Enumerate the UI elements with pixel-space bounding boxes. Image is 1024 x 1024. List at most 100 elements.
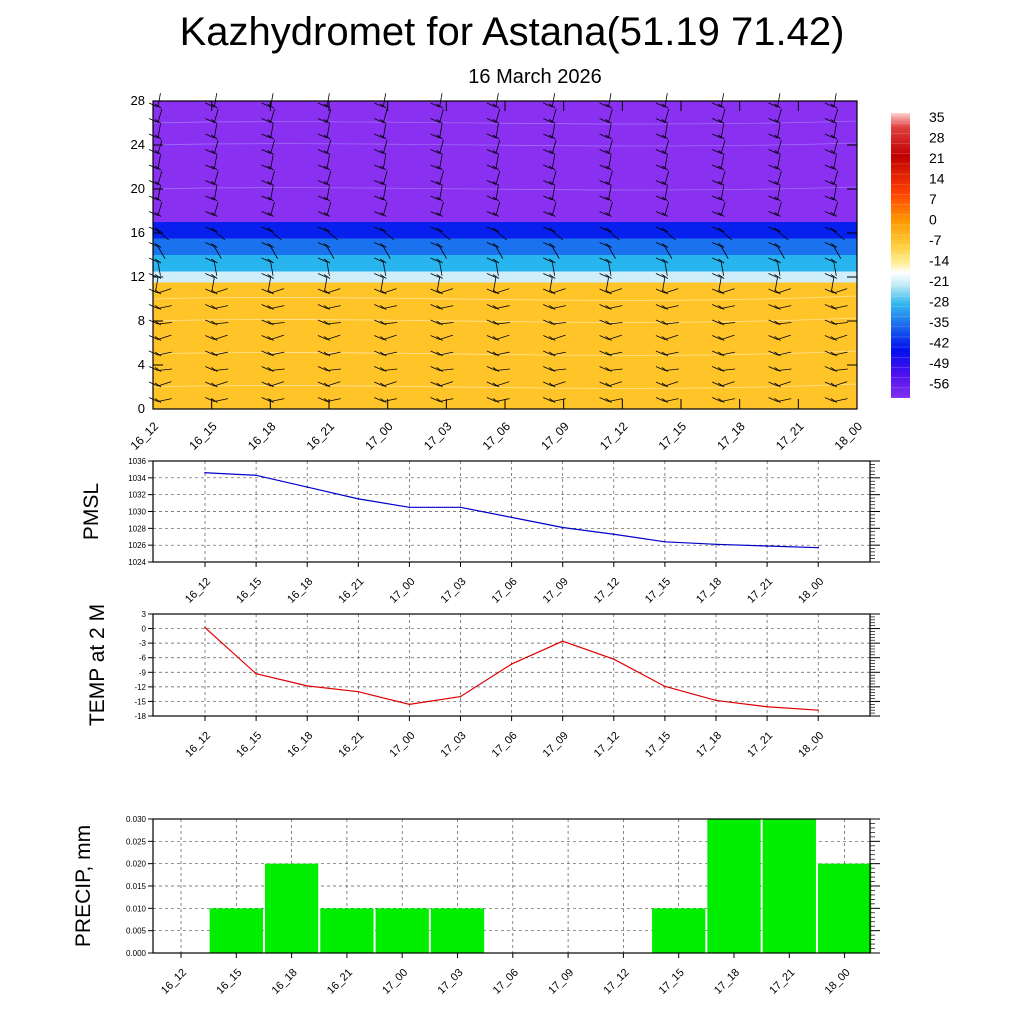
wind-barb-feather xyxy=(599,164,609,170)
wind-barb-feather xyxy=(374,350,384,356)
colorbar-label: 21 xyxy=(929,150,945,166)
wind-barb xyxy=(608,261,612,276)
wind-barb-feather xyxy=(768,102,778,108)
wind-barb-feather xyxy=(317,397,328,402)
wind-barb-feather xyxy=(599,195,609,201)
wind-barb-feather xyxy=(549,119,556,124)
wind-barb-feather xyxy=(205,350,215,356)
wind-barb-feather xyxy=(154,336,162,341)
wind-barb-feather xyxy=(824,273,835,278)
wind-barb xyxy=(326,108,332,123)
wind-barb-feather xyxy=(261,335,271,340)
wind-barb xyxy=(551,246,560,259)
data-point xyxy=(561,526,564,529)
wind-barb xyxy=(157,246,166,259)
wind-barb-feather xyxy=(661,243,669,248)
y-tick-label: 1026 xyxy=(128,541,146,550)
wind-barb xyxy=(326,261,330,276)
wind-barb-feather xyxy=(211,227,218,233)
wind-barb-feather xyxy=(824,319,835,325)
wind-barb xyxy=(439,201,444,216)
wind-barb xyxy=(720,139,726,154)
wind-barb-feather xyxy=(655,397,666,402)
wind-barb-feather xyxy=(154,103,162,109)
wind-barb-feather xyxy=(599,319,609,325)
wind-barb xyxy=(326,93,330,108)
wind-barb-feather xyxy=(436,274,443,279)
wind-barb-feather xyxy=(543,149,553,154)
data-point xyxy=(766,705,768,708)
wind-barb xyxy=(833,246,842,259)
wind-barb-feather xyxy=(661,212,669,217)
wind-barb-feather xyxy=(267,227,274,233)
wind-barb xyxy=(833,186,837,201)
precip-bar xyxy=(652,908,706,953)
wind-barb-feather xyxy=(549,196,556,202)
wind-barb xyxy=(213,246,222,259)
wind-barb xyxy=(214,381,228,387)
wind-barb-feather xyxy=(436,243,443,248)
wind-barb-feather xyxy=(267,367,274,372)
wind-barb xyxy=(664,170,670,185)
wind-barb-feather xyxy=(486,350,497,356)
wind-barb-feather xyxy=(430,273,440,278)
contour-line xyxy=(152,383,858,389)
wind-barb-feather xyxy=(154,150,162,155)
wind-barb-feather xyxy=(374,273,384,278)
wind-barb-feather xyxy=(717,212,725,217)
wind-barb-feather xyxy=(774,165,781,171)
wind-barb-feather xyxy=(605,320,612,326)
wind-barb xyxy=(439,170,444,185)
wind-barb-feather xyxy=(712,195,722,201)
wind-barb-feather xyxy=(543,226,553,232)
wind-barb-feather xyxy=(267,119,274,124)
wind-barb xyxy=(720,201,726,216)
wind-barb-feather xyxy=(317,180,328,185)
wind-barb xyxy=(608,334,622,340)
wind-barb-feather xyxy=(605,165,612,171)
wind-barb-feather xyxy=(712,288,722,294)
wind-barb-feather xyxy=(655,257,666,263)
wind-barb-feather xyxy=(380,181,387,186)
wind-barb xyxy=(382,108,388,123)
wind-barb-feather xyxy=(374,149,384,154)
wind-barb-feather xyxy=(549,320,556,326)
wind-barb-feather xyxy=(774,398,781,403)
wind-barb xyxy=(833,108,839,123)
wind-barb-feather xyxy=(824,366,835,371)
colorbar-label: 28 xyxy=(929,130,945,146)
wind-barb-feather xyxy=(380,320,387,326)
wind-barb-feather xyxy=(712,397,722,402)
wind-barb-feather xyxy=(717,367,725,372)
colorbar-label: -14 xyxy=(929,253,949,269)
wind-barb xyxy=(439,381,454,387)
wind-barb-feather xyxy=(655,319,666,325)
wind-barb xyxy=(495,351,510,356)
wind-barb xyxy=(213,108,219,123)
x-tick-label: 18_00 xyxy=(796,730,826,760)
wind-barb xyxy=(495,246,504,259)
data-point xyxy=(613,658,615,660)
wind-barb xyxy=(833,351,848,356)
wind-barb-feather xyxy=(323,320,331,326)
wind-barb xyxy=(664,322,679,325)
wind-barb-feather xyxy=(261,226,271,232)
wind-barb xyxy=(326,186,330,201)
wind-barb-feather xyxy=(261,288,271,294)
x-tick-label: 16_12 xyxy=(183,576,213,606)
x-tick-label: 17_21 xyxy=(745,730,775,760)
wind-barb-feather xyxy=(430,118,440,123)
wind-barb-feather xyxy=(543,381,553,387)
wind-barb xyxy=(270,186,274,201)
precip-bar xyxy=(430,908,485,953)
wind-barb xyxy=(551,124,556,139)
wind-barb xyxy=(436,277,440,292)
wind-barb-feather xyxy=(543,257,553,263)
wind-barb-feather xyxy=(380,119,387,124)
wind-barb xyxy=(777,381,791,387)
wind-barb-feather xyxy=(205,195,215,201)
wind-barb xyxy=(157,368,172,371)
wind-barb-feather xyxy=(154,119,162,124)
wind-barb-feather xyxy=(323,351,331,357)
y-tick-label: 0.025 xyxy=(126,837,147,846)
